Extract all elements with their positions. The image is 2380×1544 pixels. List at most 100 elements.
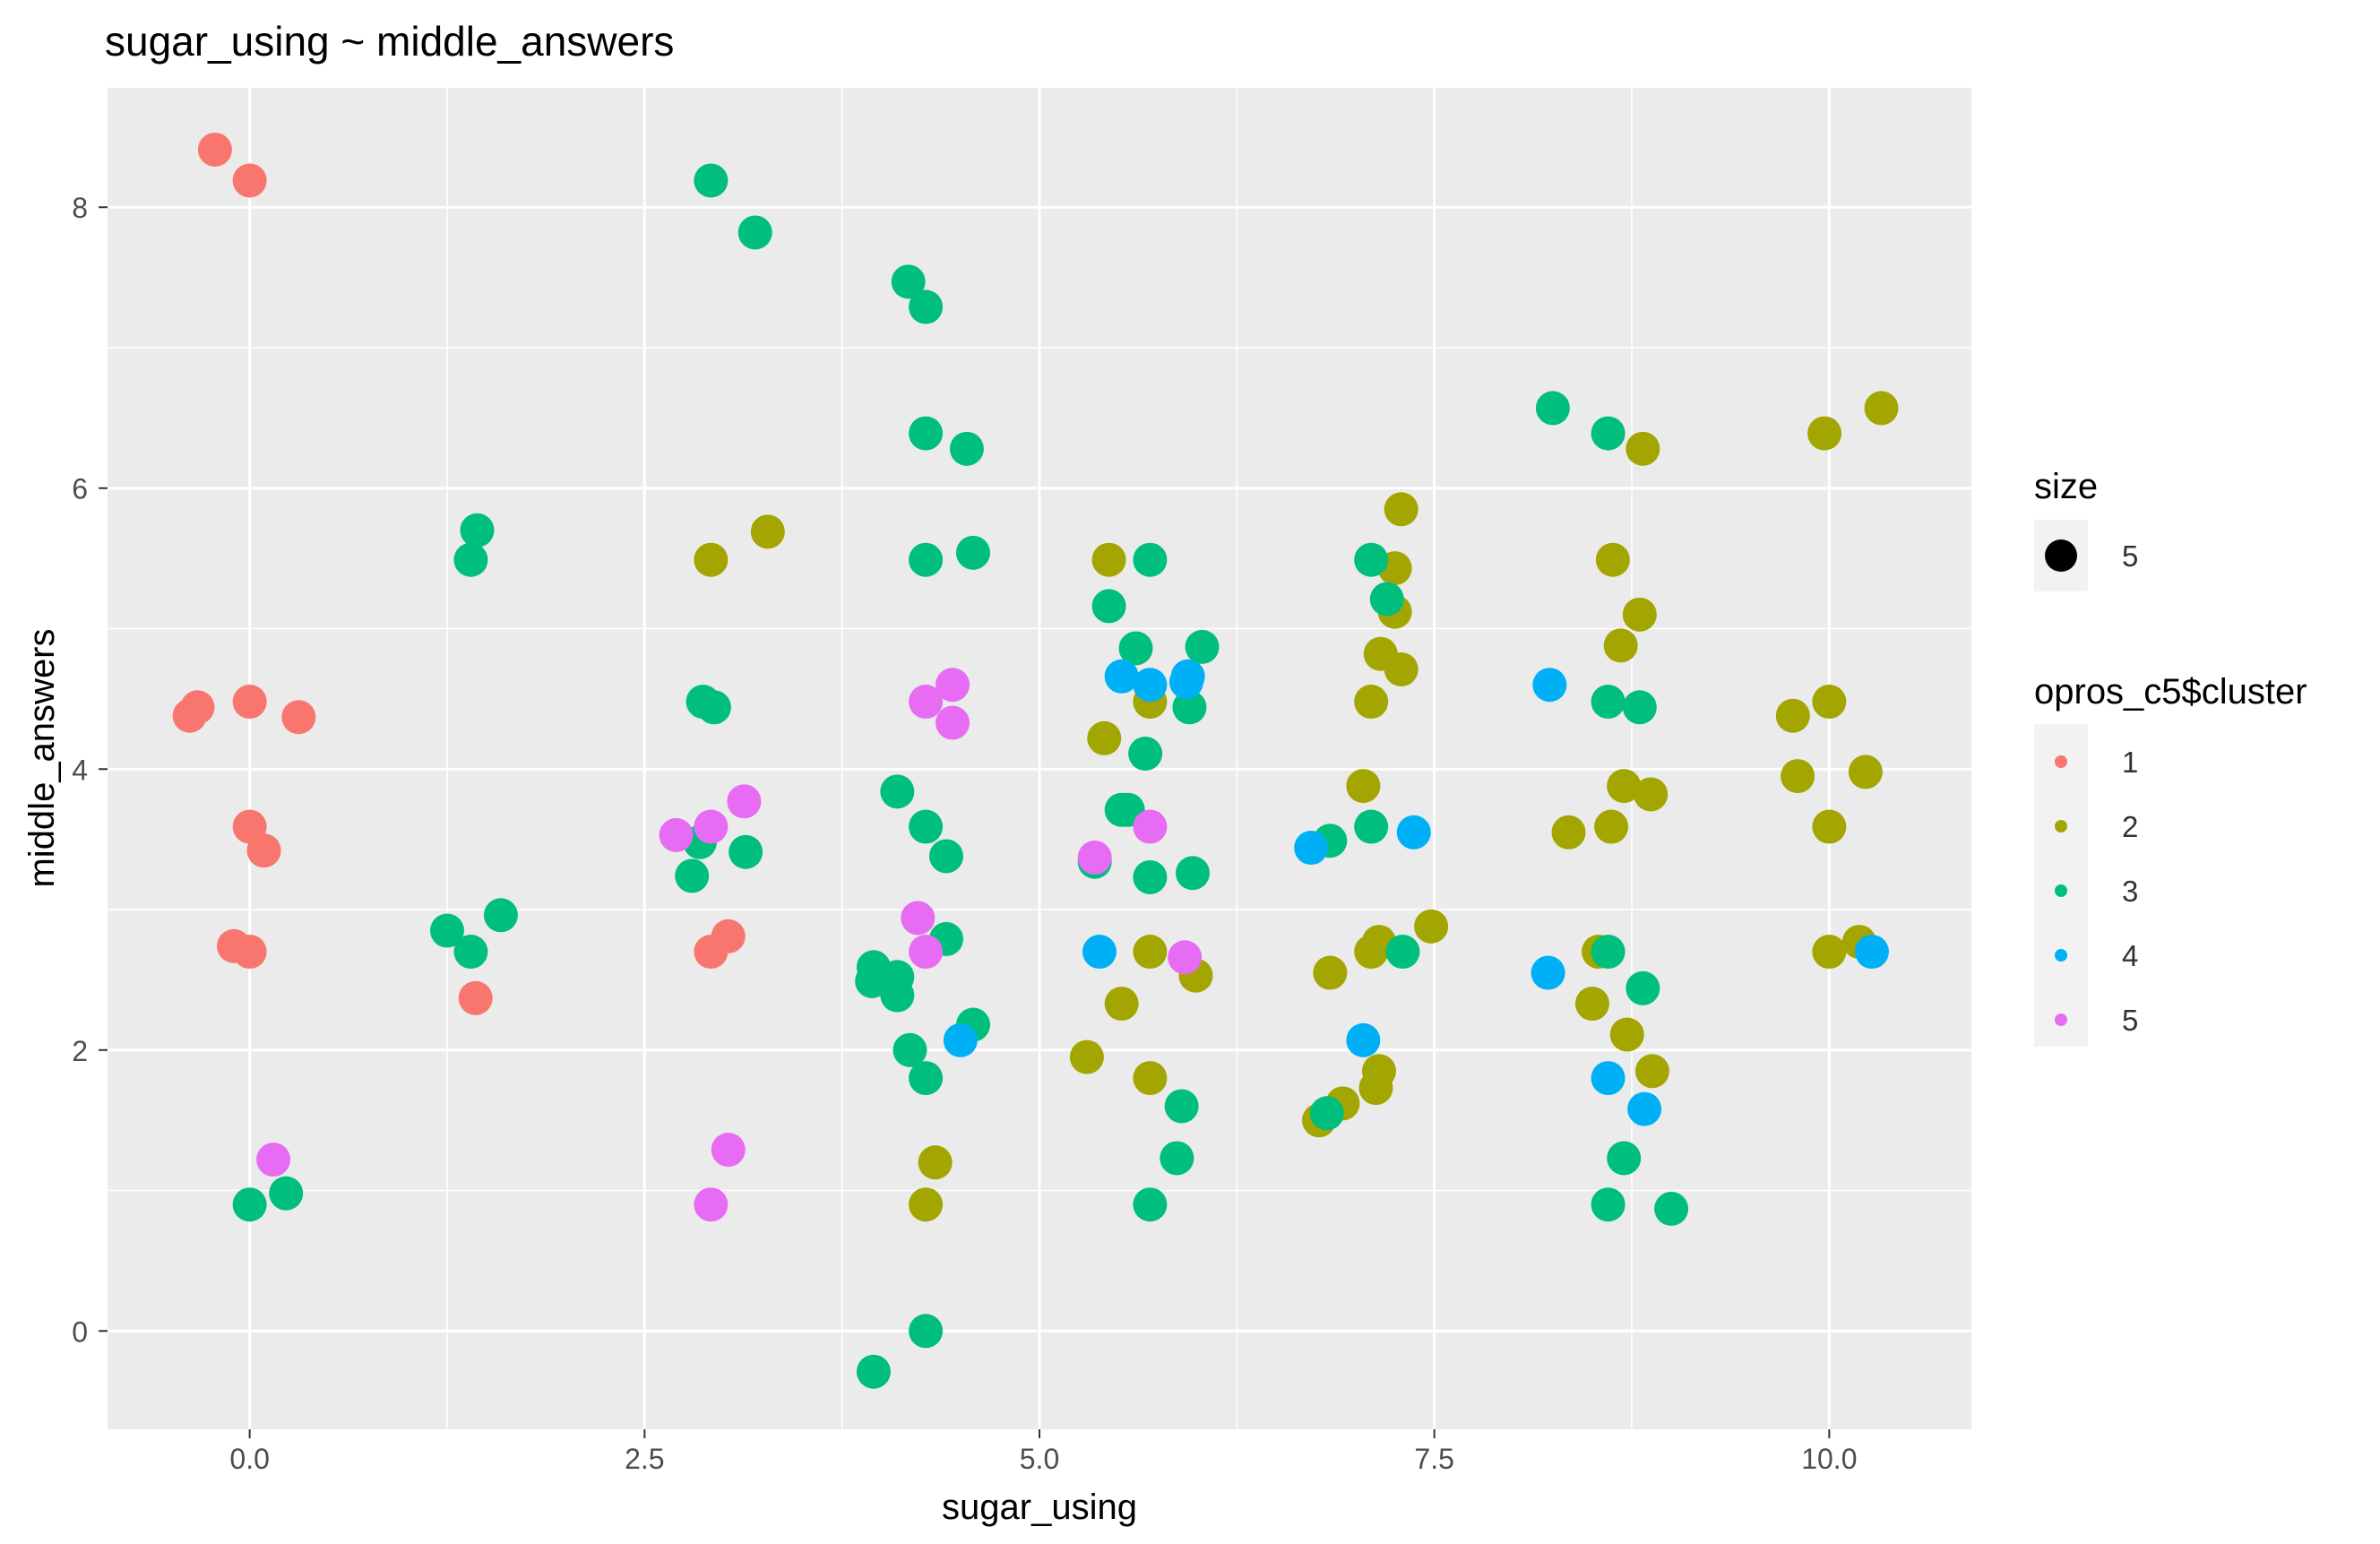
point-cluster-1 [711, 919, 746, 953]
point-cluster-3 [909, 1061, 944, 1096]
cluster-legend: opros_c5$cluster 1 2 3 4 5 [2034, 672, 2307, 1047]
size-legend: size 5 [2034, 467, 2138, 591]
point-cluster-3 [880, 774, 915, 809]
point-cluster-3 [460, 513, 495, 548]
point-cluster-5 [901, 901, 936, 936]
point-cluster-3 [675, 858, 710, 893]
point-cluster-1 [197, 132, 232, 167]
legend-key-4 [2055, 949, 2067, 962]
point-cluster-3 [1369, 582, 1404, 617]
point-cluster-2 [1603, 628, 1638, 663]
point-cluster-3 [1118, 631, 1153, 666]
y-tick-label: 4 [72, 754, 88, 786]
x-tick-label: 7.5 [1414, 1443, 1453, 1475]
point-cluster-2 [1812, 685, 1847, 720]
legend-key-1 [2055, 755, 2067, 768]
point-cluster-3 [1385, 935, 1420, 970]
point-cluster-4 [1104, 659, 1139, 694]
point-cluster-3 [1133, 859, 1168, 894]
point-cluster-3 [453, 935, 488, 970]
point-cluster-2 [1133, 1061, 1168, 1096]
point-cluster-3 [1625, 970, 1660, 1005]
point-cluster-3 [955, 535, 990, 570]
point-cluster-3 [909, 542, 944, 577]
size-legend-marker [2045, 539, 2077, 572]
point-cluster-3 [453, 542, 488, 577]
legend-label-1: 1 [2122, 746, 2138, 779]
point-cluster-2 [1864, 391, 1899, 426]
point-cluster-3 [1175, 856, 1210, 891]
point-cluster-3 [1160, 1141, 1194, 1176]
point-cluster-3 [1185, 629, 1220, 664]
point-cluster-4 [1170, 659, 1205, 694]
point-cluster-4 [1082, 935, 1117, 970]
point-cluster-2 [1361, 1054, 1396, 1089]
point-cluster-3 [1354, 809, 1389, 844]
point-cluster-3 [1133, 542, 1168, 577]
point-cluster-4 [943, 1022, 978, 1057]
point-cluster-5 [694, 1187, 729, 1222]
point-cluster-1 [180, 690, 215, 725]
point-cluster-3 [429, 913, 464, 948]
point-cluster-4 [1627, 1091, 1662, 1126]
point-cluster-5 [1133, 809, 1168, 844]
point-cluster-2 [1104, 987, 1139, 1022]
point-cluster-5 [936, 668, 970, 703]
point-cluster-2 [750, 514, 785, 549]
point-cluster-5 [1077, 841, 1112, 876]
x-tick-label: 0.0 [229, 1443, 269, 1475]
point-cluster-3 [855, 963, 890, 998]
point-cluster-3 [1309, 1096, 1344, 1131]
point-cluster-2 [1595, 542, 1630, 577]
point-cluster-4 [1591, 1061, 1625, 1096]
point-cluster-1 [281, 700, 316, 735]
point-cluster-3 [1591, 1187, 1625, 1222]
point-cluster-2 [1812, 935, 1847, 970]
point-cluster-4 [1294, 831, 1329, 866]
point-cluster-3 [1591, 685, 1625, 720]
x-axis-label: sugar_using [942, 1488, 1137, 1527]
point-cluster-4 [1532, 668, 1567, 703]
cluster-legend-items: 1 2 3 4 5 [2055, 746, 2138, 1037]
point-cluster-2 [1551, 815, 1586, 850]
point-cluster-3 [1607, 1141, 1642, 1176]
point-cluster-5 [909, 935, 944, 970]
point-cluster-5 [936, 705, 970, 740]
point-cluster-3 [880, 978, 915, 1013]
point-cluster-3 [269, 1176, 304, 1211]
point-cluster-2 [1812, 809, 1847, 844]
x-tick-label: 2.5 [625, 1443, 664, 1475]
y-axis-label: middle_answers [22, 628, 62, 887]
point-cluster-1 [232, 685, 267, 720]
point-cluster-2 [1574, 987, 1609, 1022]
point-cluster-3 [737, 215, 772, 250]
cluster-legend-title: opros_c5$cluster [2034, 672, 2307, 712]
point-cluster-3 [694, 163, 729, 198]
point-cluster-5 [711, 1133, 746, 1168]
point-cluster-3 [929, 839, 963, 874]
legend-key-3 [2055, 884, 2067, 897]
point-cluster-2 [1069, 1039, 1104, 1074]
point-cluster-2 [1609, 1017, 1644, 1052]
point-cluster-3 [1133, 1187, 1168, 1222]
point-cluster-3 [909, 416, 944, 451]
point-cluster-5 [727, 784, 762, 819]
legend-label-4: 4 [2122, 939, 2138, 972]
point-cluster-1 [232, 163, 267, 198]
point-cluster-5 [694, 809, 729, 844]
size-legend-label: 5 [2122, 539, 2138, 573]
point-cluster-3 [1128, 737, 1163, 772]
point-cluster-5 [1168, 940, 1203, 975]
point-cluster-3 [1535, 391, 1570, 426]
point-cluster-3 [909, 289, 944, 324]
point-cluster-2 [1775, 698, 1810, 733]
point-cluster-2 [1607, 769, 1642, 804]
chart-title: sugar_using ~ middle_answers [105, 18, 674, 65]
point-cluster-2 [1354, 685, 1389, 720]
point-cluster-4 [1346, 1022, 1381, 1057]
point-cluster-3 [891, 264, 926, 299]
point-cluster-1 [232, 935, 267, 970]
point-cluster-5 [659, 817, 694, 852]
point-cluster-3 [1591, 935, 1625, 970]
